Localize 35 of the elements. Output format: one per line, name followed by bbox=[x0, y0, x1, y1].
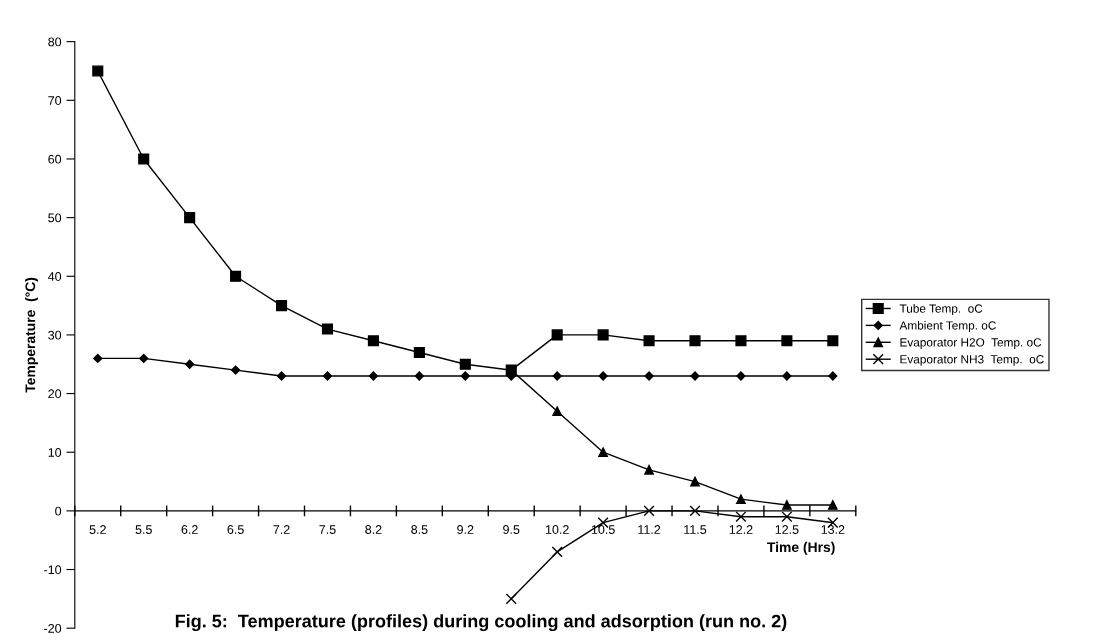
y-axis-title: Temperature (°C) bbox=[25, 277, 38, 393]
x-tick-label: 11.2 bbox=[638, 525, 661, 534]
x-tick-label: 7.5 bbox=[319, 525, 336, 534]
legend-label: Tube Temp. oC bbox=[899, 304, 983, 316]
x-tick-label: 5.2 bbox=[89, 525, 106, 534]
y-tick-label: -20 bbox=[44, 623, 62, 633]
x-tick-label: 13.2 bbox=[821, 525, 845, 534]
x-tick-label: 9.2 bbox=[457, 525, 474, 534]
x-tick-label: 11.5 bbox=[684, 525, 707, 534]
x-tick-label: 5.5 bbox=[135, 525, 152, 534]
y-tick-label: 50 bbox=[48, 213, 62, 223]
x-tick-label: 7.2 bbox=[273, 525, 290, 534]
legend-label: Ambient Temp. oC bbox=[899, 320, 996, 332]
x-tick-label: 6.2 bbox=[181, 525, 198, 534]
legend-label: Evaporator NH3 Temp. oC bbox=[900, 355, 1044, 366]
x-tick-label: 6.5 bbox=[227, 525, 244, 534]
x-axis-title: Time (Hrs) bbox=[767, 541, 835, 555]
x-tick-label: 12.5 bbox=[775, 525, 799, 534]
text: Fig. 5: Temperature (profiles) during cooling and adsorption (run no. 2) bbox=[175, 614, 787, 632]
x-tick-label: 10.5 bbox=[591, 525, 615, 534]
y-tick-label: 10 bbox=[48, 448, 62, 457]
y-tick-label: 70 bbox=[48, 96, 62, 105]
x-tick-label: 12.2 bbox=[729, 525, 753, 534]
y-tick-label: -10 bbox=[44, 565, 62, 575]
y-tick-label: 60 bbox=[48, 154, 62, 164]
legend-label: Evaporator H2O Temp. oC bbox=[900, 338, 1042, 349]
x-tick-label: 10.2 bbox=[545, 525, 569, 534]
y-tick-label: 40 bbox=[47, 272, 62, 281]
x-tick-label: 8.5 bbox=[411, 525, 428, 534]
x-tick-label: 9.5 bbox=[503, 525, 520, 534]
y-tick-label: 30 bbox=[48, 330, 62, 340]
y-tick-label: 0 bbox=[55, 506, 62, 516]
x-tick-label: 8.2 bbox=[365, 525, 382, 534]
y-tick-label: 20 bbox=[48, 389, 62, 399]
y-tick-label: 80 bbox=[48, 37, 62, 47]
